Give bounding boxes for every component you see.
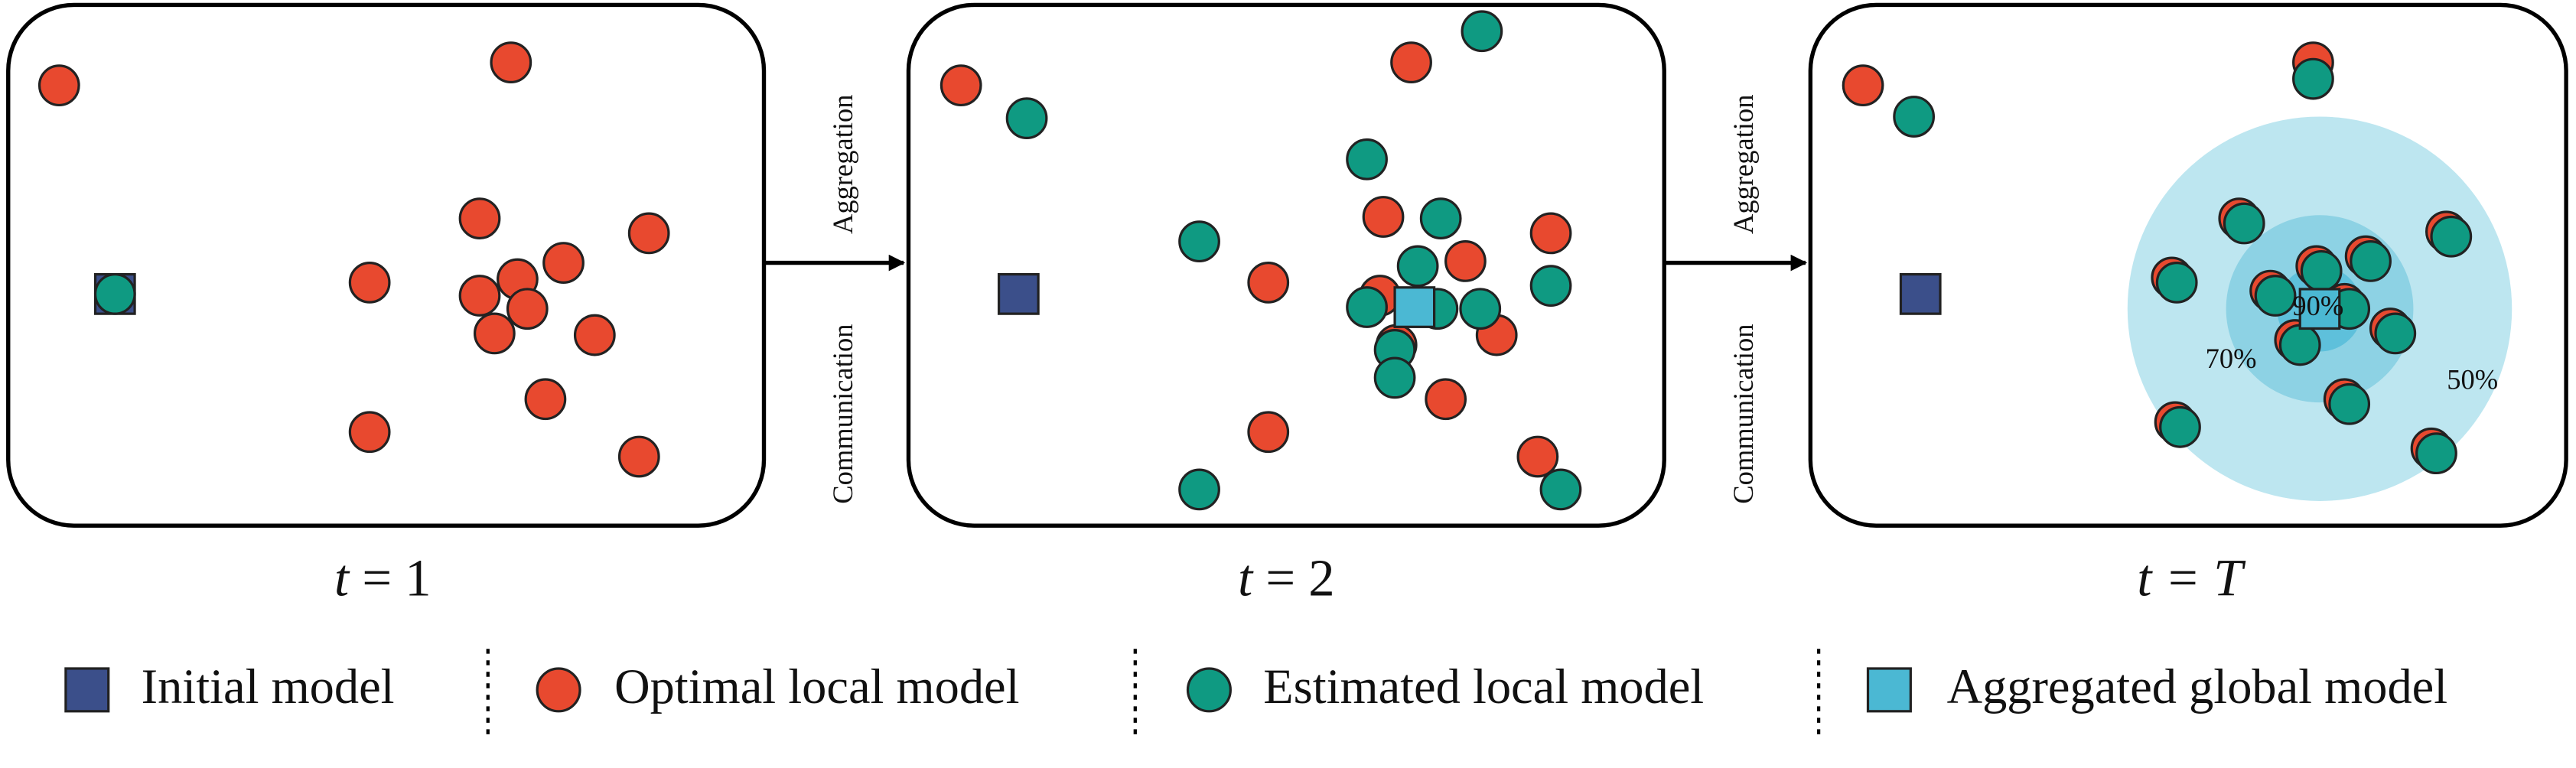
legend-label: Aggregated global model — [1947, 659, 2448, 714]
estimated-local-model — [1005, 97, 1048, 139]
ring-label: 70% — [2206, 343, 2257, 374]
legend-label: Estimated local model — [1263, 659, 1704, 714]
estimated-local-model — [93, 273, 136, 315]
arrow-label: Aggregation — [1728, 95, 1759, 234]
estimated-local-model — [1539, 468, 1582, 511]
estimated-local-model — [1396, 245, 1439, 288]
optimal-local-model — [1425, 378, 1467, 421]
legend-label: Initial model — [142, 659, 395, 714]
estimated-local-model — [1529, 265, 1572, 308]
estimated-local-model — [1373, 356, 1416, 399]
estimated-local-model — [1459, 288, 1502, 330]
symbol: t — [1238, 548, 1254, 607]
optimal-local-model — [1247, 261, 1290, 304]
estimated-local-model — [2350, 240, 2392, 282]
optimal-local-model — [1529, 212, 1572, 255]
optimal-local-model — [490, 41, 532, 83]
optimal-local-model — [1362, 196, 1405, 238]
initial-model — [1899, 273, 1942, 315]
estimated-local-model — [1419, 197, 1462, 239]
panel-label: t = T — [2137, 548, 2246, 607]
estimated-local-model — [2254, 275, 2297, 317]
optimal-local-model — [524, 378, 567, 421]
optimal-local-model — [348, 411, 391, 454]
optimal-local-model — [617, 435, 660, 478]
symbol: t — [334, 548, 350, 607]
aggregated-global-model — [1393, 286, 1436, 328]
estimated-local-model — [2278, 324, 2321, 366]
estimated-local-model — [2155, 261, 2198, 304]
symbol: t — [2137, 548, 2153, 607]
arrow-label: Communication — [1728, 324, 1759, 504]
estimated-local-model — [2328, 382, 2371, 425]
panel — [906, 2, 1666, 528]
estimated-local-model — [1893, 96, 1936, 138]
optimal-local-model — [1516, 435, 1559, 478]
panel-label: t = 1 — [334, 548, 432, 607]
legend-icon — [536, 667, 581, 713]
panel — [6, 2, 767, 528]
label-rest: = 2 — [1265, 548, 1334, 607]
label-rest: = T — [2165, 548, 2247, 607]
estimated-local-model — [1178, 220, 1220, 263]
estimated-local-model — [1178, 468, 1220, 511]
optimal-local-model — [458, 275, 501, 317]
estimated-local-model — [1346, 286, 1388, 328]
legend-icon — [64, 667, 110, 713]
estimated-local-model — [2292, 57, 2334, 100]
label-rest: = 1 — [362, 548, 431, 607]
optimal-local-model — [473, 312, 516, 355]
estimated-local-model — [2159, 405, 2201, 448]
optimal-local-model — [940, 64, 982, 107]
estimated-local-model — [2223, 202, 2265, 245]
arrow-label: Communication — [827, 324, 858, 504]
legend: Initial model Optimal local model Estima… — [64, 649, 2448, 740]
optimal-local-model — [1842, 64, 1884, 107]
optimal-local-model — [348, 261, 391, 304]
optimal-local-model — [573, 314, 616, 356]
optimal-local-model — [1247, 411, 1290, 454]
optimal-local-model — [627, 212, 670, 255]
ring-label: 90% — [2292, 290, 2343, 321]
optimal-local-model — [458, 197, 501, 239]
arrow-label: Aggregation — [827, 95, 858, 234]
optimal-local-model — [1444, 240, 1487, 282]
legend-icon — [1186, 667, 1232, 713]
optimal-local-model — [542, 242, 585, 284]
diagram — [6, 2, 2568, 528]
estimated-local-model — [2430, 215, 2473, 258]
optimal-local-model — [37, 64, 80, 107]
estimated-local-model — [2415, 432, 2457, 475]
optimal-local-model — [1390, 41, 1432, 83]
aggregated-global-model — [2298, 288, 2341, 330]
panel-label: t = 2 — [1238, 548, 1335, 607]
estimated-local-model — [2300, 249, 2343, 292]
estimated-local-model — [2374, 312, 2417, 355]
ring-label: 50% — [2447, 364, 2498, 395]
initial-model — [997, 273, 1040, 315]
legend-label: Optimal local model — [614, 659, 1019, 714]
estimated-local-model — [1461, 10, 1503, 53]
estimated-local-model — [1346, 138, 1388, 181]
legend-icon — [1866, 667, 1912, 713]
optimal-local-model — [506, 288, 549, 330]
